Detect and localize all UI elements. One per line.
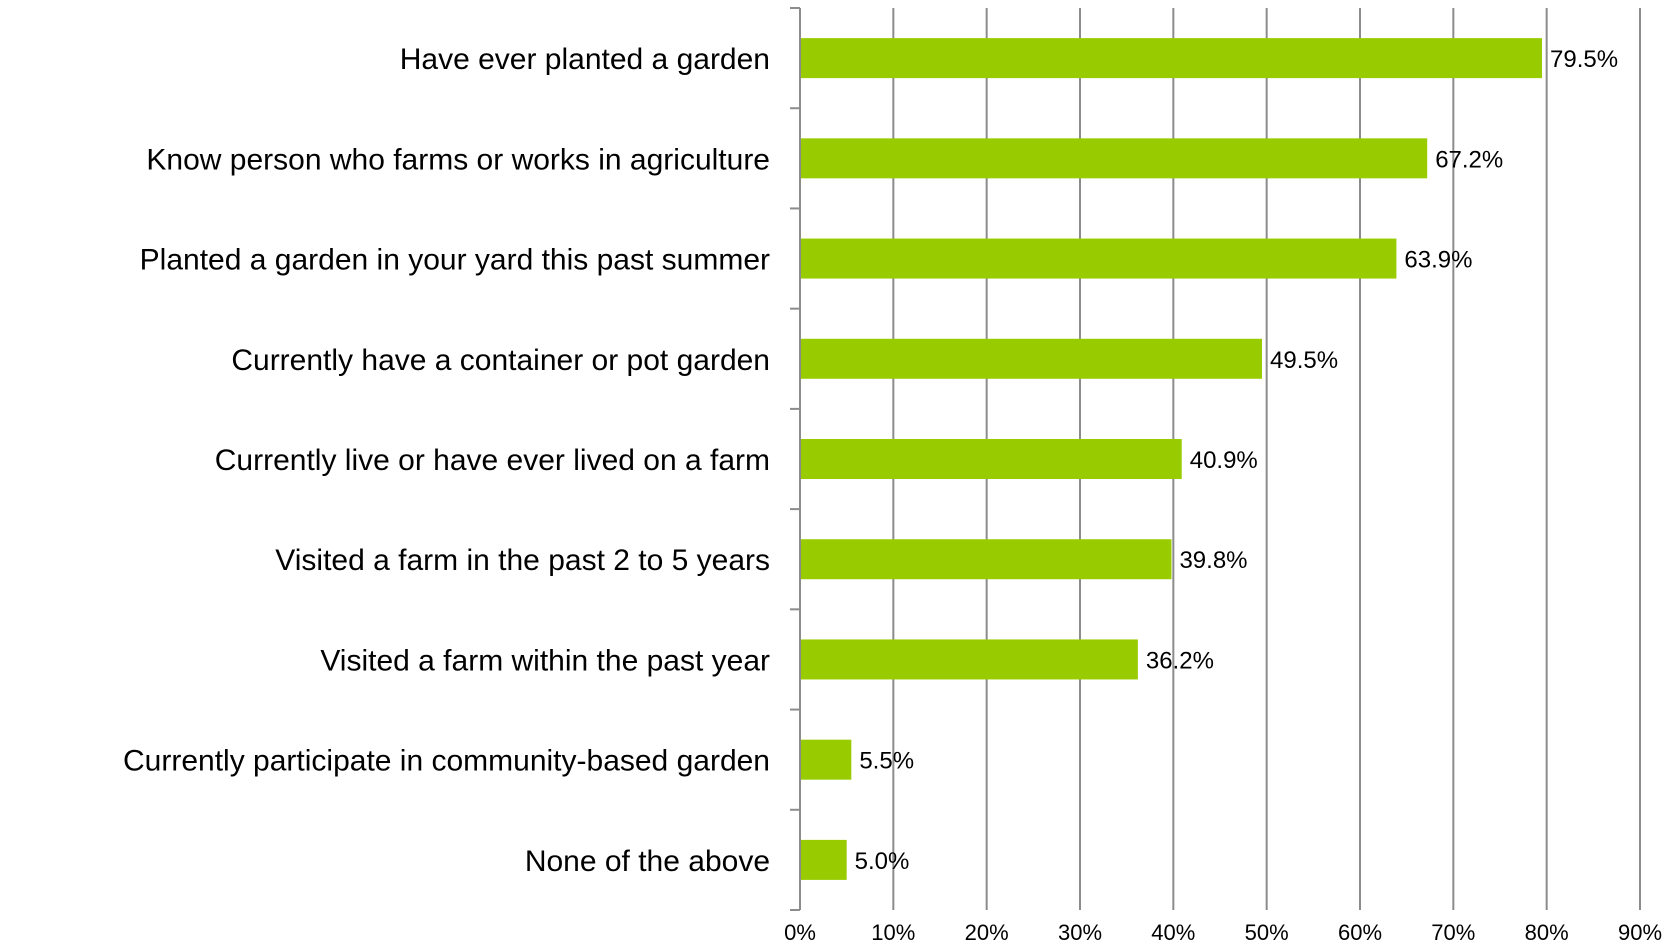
x-tick-label: 90% (1618, 920, 1662, 945)
axes (790, 7, 801, 911)
x-tick-label: 80% (1525, 920, 1569, 945)
category-label: Visited a farm in the past 2 to 5 years (275, 544, 770, 577)
category-label: Know person who farms or works in agricu… (146, 143, 770, 176)
category-label: Currently participate in community-based… (123, 745, 770, 778)
data-label: 63.9% (1404, 247, 1472, 274)
x-tick-labels: 0% 10% 20% 30% 40% 50% 60% 70% 80% 90% (784, 920, 1662, 945)
data-label: 40.9% (1190, 447, 1258, 474)
data-label: 36.2% (1146, 647, 1214, 674)
category-label: None of the above (525, 845, 770, 878)
bars (800, 38, 1542, 880)
bar (800, 38, 1542, 79)
category-label: Currently have a container or pot garden (231, 344, 770, 377)
bar (800, 338, 1262, 379)
x-tick-label: 50% (1245, 920, 1289, 945)
bar (800, 238, 1397, 279)
category-label: Currently live or have ever lived on a f… (215, 444, 770, 477)
x-tick-label: 40% (1151, 920, 1195, 945)
data-label: 49.5% (1270, 347, 1338, 374)
data-label: 39.8% (1179, 547, 1247, 574)
category-label: Have ever planted a garden (400, 43, 770, 76)
data-label: 5.5% (859, 748, 914, 775)
category-label: Planted a garden in your yard this past … (140, 244, 770, 277)
bar (800, 539, 1172, 580)
data-label: 79.5% (1550, 46, 1618, 73)
data-label: 5.0% (855, 848, 910, 875)
bar (800, 739, 852, 780)
x-tick-label: 30% (1058, 920, 1102, 945)
x-tick-label: 70% (1431, 920, 1475, 945)
data-labels: 79.5% 67.2% 63.9% 49.5% 40.9% 39.8% 36.2% 5.5% 5… (855, 46, 1618, 875)
x-tick-label: 0% (784, 920, 816, 945)
data-label: 67.2% (1435, 146, 1503, 173)
bar (800, 639, 1138, 680)
bar (800, 839, 847, 880)
category-labels: Have ever planted a garden Know person wh… (123, 43, 770, 878)
x-tick-label: 60% (1338, 920, 1382, 945)
category-label: Visited a farm within the past year (320, 644, 770, 677)
x-tick-label: 20% (965, 920, 1009, 945)
bar (800, 138, 1428, 179)
x-tick-label: 10% (871, 920, 915, 945)
bar (800, 439, 1182, 479)
